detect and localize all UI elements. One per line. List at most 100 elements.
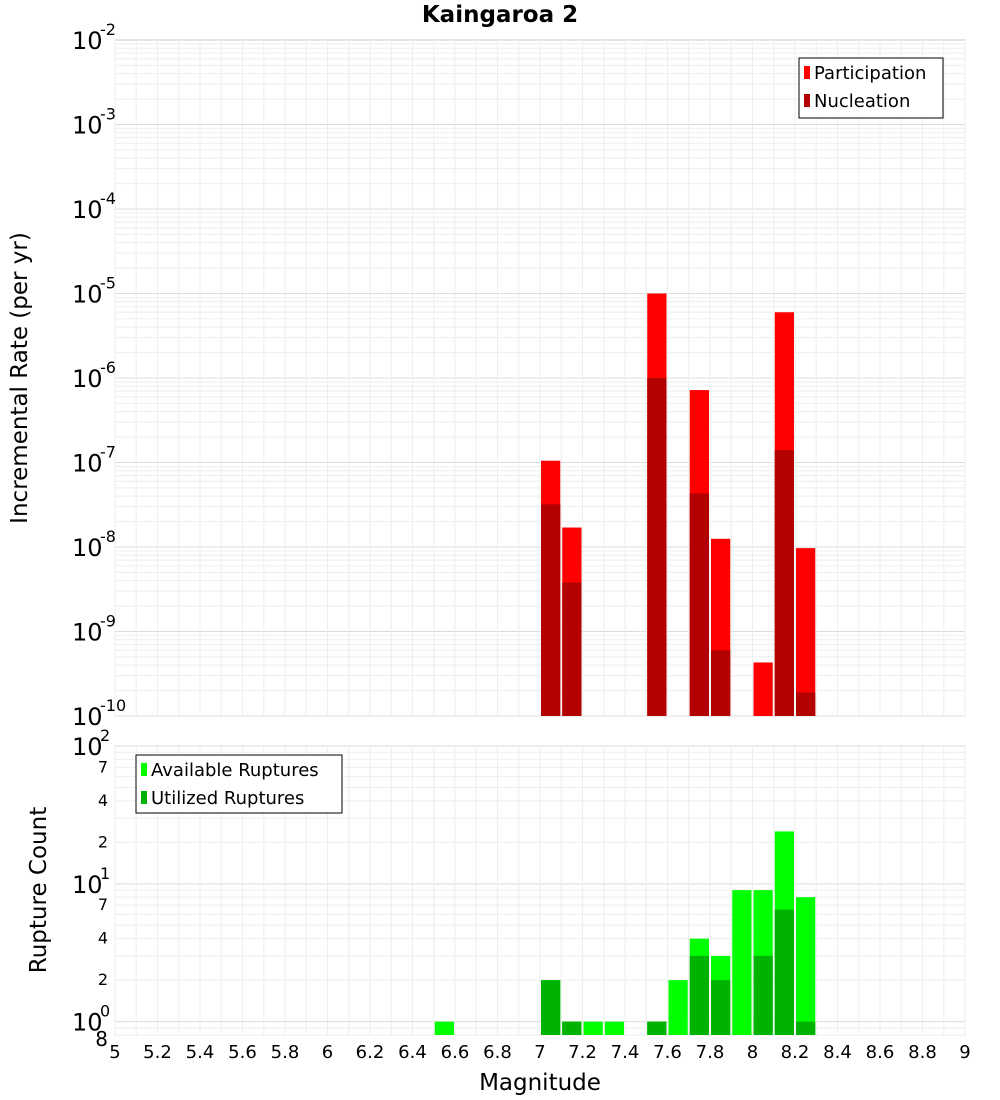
bottom-y-tick-minor: 4 [98,791,108,810]
x-tick-label: 8.8 [908,1042,937,1063]
top-y-tick-exp: -3 [100,105,116,124]
utilized-ruptures-bar [753,955,773,1035]
top-y-tick-label: 10-3 [72,105,116,140]
top-y-tick-exp: -6 [100,358,116,377]
bottom-y-tick-label: 4 [98,791,108,810]
top-y-tick-base: 10 [72,365,103,393]
top-y-tick-label: 10-9 [72,612,116,647]
top-y-tick-base: 10 [72,27,103,55]
x-tick-label: 8 [747,1042,758,1063]
bottom-legend: Available Ruptures Utilized Ruptures [135,754,343,814]
x-tick-label: 6 [322,1042,333,1063]
x-ticks: 5 5.2 5.4 5.6 5.8 6 6.2 6.4 6.6 6.8 7 7.2 7.4 7.6 7.8 8… [109,1042,970,1063]
nucleation-bar [562,582,582,716]
top-y-tick-base: 10 [72,619,103,647]
bottom-grid [114,745,966,1036]
bottom-y-tick-base: 10 [72,1009,103,1037]
bottom-y-tick-minor: 7 [98,757,108,776]
utilized-ruptures-bar [541,980,561,1035]
top-grid [114,40,966,717]
bottom-y-tick-label: 2 [98,970,108,989]
legend-swatch-available [141,763,147,776]
bottom-y-tick-label: 7 [98,895,108,914]
utilized-ruptures-bar [774,909,794,1035]
top-y-tick-exp: -4 [100,189,116,208]
legend-label-available: Available Ruptures [151,760,319,781]
available-ruptures-bar [732,890,752,1035]
x-tick-label: 8.6 [866,1042,895,1063]
legend-label-participation: Participation [814,63,926,84]
utilized-ruptures-bar [796,1021,816,1035]
top-y-axis-label: Incremental Rate (per yr) [7,232,33,524]
top-y-tick-base: 10 [72,196,103,224]
x-tick-label: 7.8 [696,1042,725,1063]
utilized-ruptures-bar [562,1021,582,1035]
top-y-tick-label: 10-10 [72,696,126,731]
available-ruptures-bar [583,1021,603,1035]
top-y-tick-exp: -8 [100,527,116,546]
bottom-y-tick-label: 4 [98,929,108,948]
bottom-y-tick-exp: 1 [100,864,110,883]
top-y-tick-base: 10 [72,112,103,140]
legend-label-utilized: Utilized Ruptures [151,788,304,809]
available-ruptures-bar [668,980,688,1035]
top-y-tick-label: 10-5 [72,274,116,309]
legend-swatch-utilized [141,791,147,804]
bottom-y-tick-label: 8 [95,1027,108,1051]
bottom-y-tick-base: 10 [72,733,103,761]
x-tick-label: 5.8 [271,1042,300,1063]
x-tick-label: 6.8 [483,1042,512,1063]
top-bars [541,293,816,716]
bottom-y-tick-minor: 7 [98,895,108,914]
x-tick-label: 8.4 [823,1042,852,1063]
bottom-y-tick-label: 2 [98,832,108,851]
x-tick-label: 5.4 [186,1042,215,1063]
bottom-y-tick-label: 7 [98,757,108,776]
nucleation-bar [647,378,667,716]
x-tick-label: 7.4 [611,1042,640,1063]
available-ruptures-bar [434,1021,454,1035]
top-panel: 10-210-310-410-510-610-710-810-910-10 In… [7,20,966,731]
legend-swatch-nucleation [804,94,810,107]
available-ruptures-bar [604,1021,624,1035]
chart-title: Kaingaroa 2 [422,2,578,28]
nucleation-bar [689,493,709,716]
bottom-y-tick-exp: 0 [100,1002,110,1021]
bottom-y-tick-minor: 2 [98,832,108,851]
x-tick-label: 9 [959,1042,970,1063]
top-y-tick-label: 10-8 [72,527,116,562]
legend-swatch-participation [804,66,810,79]
bottom-y-tick-exp: 2 [100,726,110,745]
top-y-tick-label: 10-6 [72,358,116,393]
x-tick-label: 7.6 [653,1042,682,1063]
top-y-tick-exp: -7 [100,443,116,462]
bottom-y-tick-base: 10 [72,871,103,899]
x-tick-label: 8.2 [781,1042,810,1063]
bottom-y-tick-minor: 2 [98,970,108,989]
participation-bar [796,548,816,716]
top-y-tick-base: 10 [72,450,103,478]
participation-bar [753,662,773,716]
x-tick-label: 5.6 [228,1042,257,1063]
top-y-tick-exp: -10 [100,696,126,715]
top-y-tick-base: 10 [72,703,103,731]
bottom-y-tick-label: 101 [72,864,110,899]
bottom-bars [434,831,816,1035]
top-y-tick-label: 10-2 [72,20,116,55]
top-y-tick-label: 10-7 [72,443,116,478]
top-y-tick-base: 10 [72,534,103,562]
bottom-y-tick-minor: 8 [95,1027,108,1051]
x-tick-label: 5 [109,1042,120,1063]
nucleation-bar [774,450,794,716]
top-y-tick-exp: -5 [100,274,116,293]
utilized-ruptures-bar [711,980,731,1035]
nucleation-bar [711,650,731,716]
top-legend-box [798,57,944,119]
x-tick-label: 7.2 [568,1042,597,1063]
bottom-y-tick-minor: 4 [98,929,108,948]
x-axis-label: Magnitude [479,1070,601,1096]
x-tick-label: 6.2 [356,1042,385,1063]
